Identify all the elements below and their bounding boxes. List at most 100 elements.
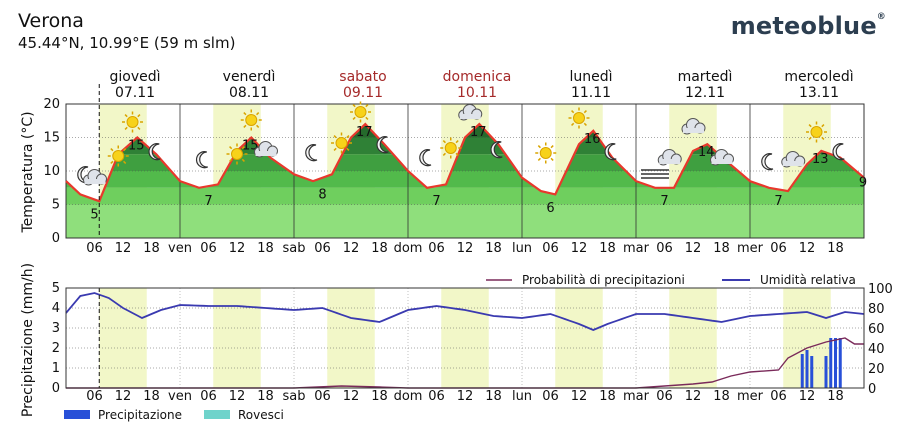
precip-hour-label: 18 xyxy=(599,389,616,404)
sun-ray xyxy=(352,116,356,120)
daylight-band xyxy=(669,288,717,388)
temp-hour-label: 18 xyxy=(599,241,616,256)
legend-showers-label: Rovesci xyxy=(238,408,284,422)
precip-hour-label: 06 xyxy=(314,389,331,404)
sun-ray xyxy=(110,160,114,164)
precip-tick-label: 3 xyxy=(52,321,60,336)
daylight-band xyxy=(441,288,489,388)
precip-tick-label: 2 xyxy=(52,341,60,356)
sun-ray xyxy=(365,116,369,120)
daylight-band xyxy=(555,288,603,388)
day-name: sabato xyxy=(339,69,386,85)
temp-hour-label: 18 xyxy=(713,241,730,256)
max-temp-label: 17 xyxy=(356,125,373,140)
moon-shape xyxy=(148,143,161,161)
sun-ray xyxy=(243,124,247,128)
precip-hour-label: 12 xyxy=(571,389,588,404)
sun-ray xyxy=(455,140,459,144)
temp-hour-label: 06 xyxy=(770,241,787,256)
sun-ray xyxy=(256,112,260,116)
precip-hour-label: 06 xyxy=(656,389,673,404)
sun-disc xyxy=(810,126,823,138)
day-date: 11.11 xyxy=(571,85,611,101)
sun-icon xyxy=(240,109,262,131)
sun-ray xyxy=(137,126,141,130)
sun-ray xyxy=(821,124,825,128)
humidity-tick-label: 20 xyxy=(868,362,885,377)
day-date: 10.11 xyxy=(457,85,497,101)
min-temp-label: 7 xyxy=(774,194,782,209)
moon-shape xyxy=(832,143,845,161)
moon-shape xyxy=(490,141,503,159)
temp-tick-label: 20 xyxy=(43,97,60,112)
sun-ray xyxy=(537,157,541,161)
precip-day-label: sab xyxy=(283,389,306,404)
sun-ray xyxy=(346,147,350,151)
temperature-band xyxy=(66,171,864,188)
temp-day-label: lun xyxy=(512,241,532,256)
moon-icon xyxy=(148,143,161,161)
precipitation-bar xyxy=(805,350,809,388)
sun-ray xyxy=(333,135,337,139)
legend-humidity-label: Umidità relativa xyxy=(760,273,856,287)
sun-icon xyxy=(107,145,129,167)
sun-ray xyxy=(808,136,812,140)
precip-hour-label: 12 xyxy=(799,389,816,404)
cloud-icon xyxy=(458,104,483,121)
temp-hour-label: 18 xyxy=(257,241,274,256)
temp-hour-label: 06 xyxy=(542,241,559,256)
moon-icon xyxy=(604,143,617,161)
sun-ray xyxy=(571,110,575,114)
day-name: mercoledì xyxy=(784,69,853,85)
temp-day-label: sab xyxy=(283,241,306,256)
precipitation-bar xyxy=(810,356,814,388)
humidity-tick-label: 100 xyxy=(868,282,893,297)
precip-hour-label: 12 xyxy=(685,389,702,404)
sun-ray xyxy=(137,114,141,118)
sun-ray xyxy=(333,147,337,151)
precip-hour-label: 18 xyxy=(257,389,274,404)
daylight-band xyxy=(327,288,375,388)
precipitation-bar xyxy=(824,356,828,388)
brand-name: meteoblue xyxy=(730,12,877,40)
daylight-band xyxy=(213,288,261,388)
cloud-icon xyxy=(254,141,278,158)
precip-tick-label: 0 xyxy=(52,381,60,396)
sun-disc xyxy=(245,114,258,126)
brand-logo[interactable]: meteoblue® xyxy=(731,12,886,40)
humidity-tick-label: 40 xyxy=(868,342,885,357)
day-date: 12.11 xyxy=(685,85,725,101)
sun-ray xyxy=(583,122,587,126)
min-temp-label: 8 xyxy=(318,187,326,202)
moon-icon xyxy=(761,153,774,171)
precip-hour-label: 18 xyxy=(371,389,388,404)
day-date: 13.11 xyxy=(799,85,839,101)
temp-frame xyxy=(65,103,865,239)
temp-hour-label: 06 xyxy=(656,241,673,256)
day-name: domenica xyxy=(443,69,512,85)
temp-hour-label: 12 xyxy=(229,241,246,256)
day-date: 07.11 xyxy=(115,85,155,101)
precip-hour-label: 18 xyxy=(827,389,844,404)
sun-icon xyxy=(350,101,371,123)
temp-day-label: dom xyxy=(394,241,423,256)
moon-shape xyxy=(761,153,774,171)
precip-hour-label: 12 xyxy=(115,389,132,404)
sun-disc xyxy=(231,148,243,160)
cloud-icon xyxy=(83,169,107,186)
sun-ray xyxy=(537,145,541,149)
cloud-base xyxy=(84,179,106,184)
precipitation-bar xyxy=(838,338,842,388)
legend-probability-label: Probabilità di precipitazioni xyxy=(522,273,685,287)
day-date: 09.11 xyxy=(343,85,383,101)
precip-day-label: lun xyxy=(512,389,532,404)
sun-disc xyxy=(112,150,125,162)
cloud-base xyxy=(255,151,277,156)
temp-tick-label: 15 xyxy=(43,131,60,146)
moon-shape xyxy=(305,144,318,162)
humidity-tick-label: 60 xyxy=(868,322,885,337)
temp-hour-label: 18 xyxy=(827,241,844,256)
sun-ray xyxy=(241,146,245,150)
sun-disc xyxy=(444,142,457,154)
